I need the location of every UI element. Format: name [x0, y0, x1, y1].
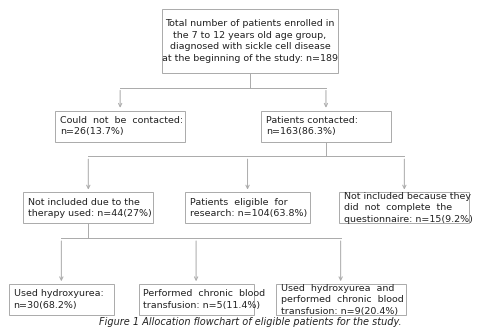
Text: Used  hydroxyurea  and
performed  chronic  blood
transfusion: n=9(20.4%): Used hydroxyurea and performed chronic b… [280, 284, 404, 316]
Text: Performed  chronic  blood
transfusion: n=5(11.4%): Performed chronic blood transfusion: n=5… [144, 289, 266, 310]
Text: Used hydroxyurea:
n=30(68.2%): Used hydroxyurea: n=30(68.2%) [14, 289, 104, 310]
Text: Patients contacted:
n=163(86.3%): Patients contacted: n=163(86.3%) [266, 116, 358, 136]
Text: Total number of patients enrolled in
the 7 to 12 years old age group,
diagnosed : Total number of patients enrolled in the… [162, 19, 338, 63]
FancyBboxPatch shape [24, 192, 153, 223]
FancyBboxPatch shape [340, 192, 469, 223]
FancyBboxPatch shape [276, 284, 406, 315]
Text: Patients  eligible  for
research: n=104(63.8%): Patients eligible for research: n=104(63… [190, 198, 307, 218]
FancyBboxPatch shape [8, 284, 114, 315]
Text: Not included due to the
therapy used: n=44(27%): Not included due to the therapy used: n=… [28, 198, 152, 218]
FancyBboxPatch shape [261, 111, 391, 142]
FancyBboxPatch shape [55, 111, 185, 142]
Text: Could  not  be  contacted:
n=26(13.7%): Could not be contacted: n=26(13.7%) [60, 116, 183, 136]
Text: Figure 1 Allocation flowchart of eligible patients for the study.: Figure 1 Allocation flowchart of eligibl… [98, 317, 402, 327]
Text: Not included because they
did  not  complete  the
questionnaire: n=15(9.2%): Not included because they did not comple… [344, 192, 473, 224]
FancyBboxPatch shape [138, 284, 254, 315]
FancyBboxPatch shape [185, 192, 310, 223]
FancyBboxPatch shape [162, 9, 338, 73]
